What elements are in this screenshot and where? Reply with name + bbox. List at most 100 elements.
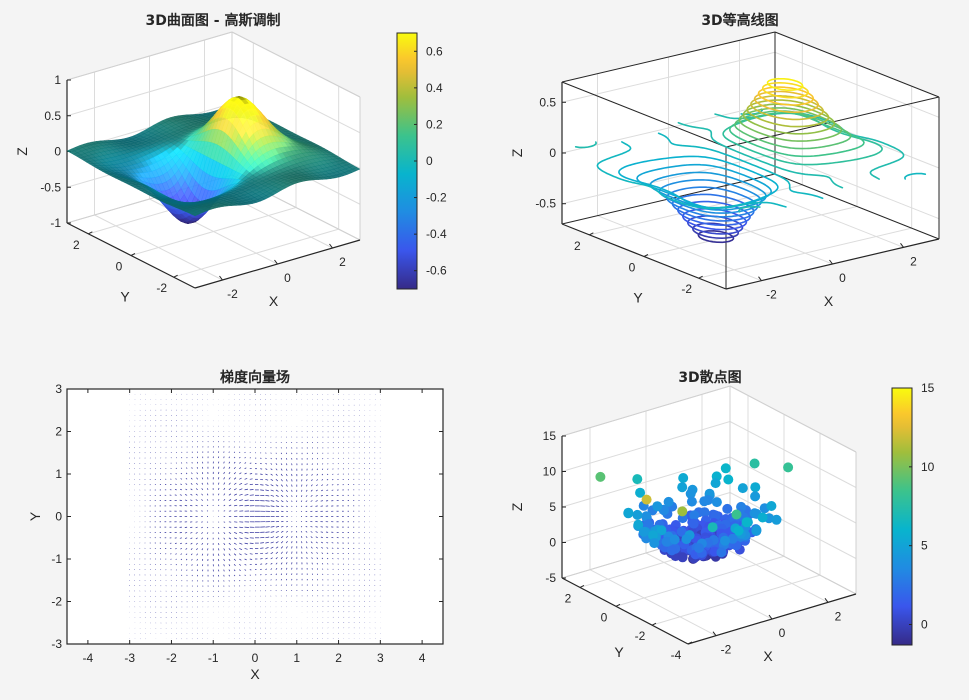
scatter-point [750, 482, 761, 493]
quiver-arrow [291, 505, 293, 507]
quiver-arrow [223, 548, 226, 551]
x-tick-label: 0 [284, 271, 291, 285]
quiver-arrow [315, 489, 318, 492]
quiver-arrow [201, 472, 204, 475]
x-tick-mark [712, 631, 717, 636]
quiver-arrow [218, 466, 220, 469]
quiver-arrow [331, 484, 334, 486]
x-tick-label: 2 [910, 254, 917, 268]
z-tick-label: 0 [54, 145, 61, 159]
quiver-arrow [285, 479, 288, 482]
scatter-point [720, 535, 730, 546]
quiver-arrow [315, 500, 318, 502]
quiver-arrow [218, 521, 220, 523]
scatter-point [652, 501, 663, 512]
colorbar-tick-label: -0.6 [426, 264, 447, 278]
quiver-arrow [239, 446, 241, 448]
quiver-arrow [185, 477, 188, 480]
chart-title: 3D曲面图 - 高斯调制 [146, 12, 281, 29]
y-axis-label: Y [633, 290, 643, 306]
quiver-arrow [175, 564, 177, 566]
y-tick-mark [589, 232, 594, 236]
grid-line [729, 421, 857, 488]
quiver-arrow [190, 504, 193, 507]
quiver-arrow [244, 488, 249, 491]
quiver-arrow [228, 456, 230, 459]
quiver-arrow [185, 542, 188, 545]
quiver-arrow [195, 542, 198, 545]
quiver-arrow [233, 558, 236, 561]
quiver-arrow [326, 494, 329, 497]
quiver-arrow [280, 463, 283, 466]
colorbar-tick-label: -0.4 [426, 227, 447, 241]
quiver-arrow [233, 553, 237, 556]
quiver-arrow [291, 530, 293, 533]
quiver-arrow [233, 548, 237, 551]
quiver-arrow [320, 536, 324, 539]
x-tick-mark [768, 614, 773, 620]
quiver-arrow [244, 483, 248, 485]
colorbar[interactable] [891, 387, 913, 646]
quiver-arrow [331, 552, 334, 555]
quiver-arrow [233, 564, 236, 567]
quiver-arrow [311, 557, 313, 560]
quiver-arrow [244, 574, 246, 576]
contour3-plot[interactable]: -2 0 2 -2 0 2 -0.5 0 0.5 X Y Z 3D等高线图 [509, 12, 940, 309]
quiver-arrow [218, 526, 220, 529]
contour-line [729, 112, 865, 158]
quiver-arrow [233, 537, 237, 540]
scatter-point [749, 458, 760, 469]
quiver-arrow [280, 484, 284, 487]
quiver-arrow [265, 552, 269, 555]
quiver-arrow [316, 479, 318, 481]
quiver-arrow [228, 526, 232, 529]
quiver-arrow [337, 574, 339, 576]
grid-line [698, 227, 912, 279]
quiver-arrow [175, 558, 177, 560]
y-tick-mark [687, 641, 693, 645]
quiver-arrow [239, 574, 241, 577]
quiver-arrow [260, 489, 264, 491]
quiver-arrow [190, 483, 193, 485]
quiver-arrow [301, 541, 303, 544]
quiver-arrow [321, 479, 324, 481]
quiver-arrow [228, 532, 232, 534]
x-tick-label: 4 [419, 651, 426, 665]
quiver-arrow [301, 546, 303, 549]
z-tick-label: 5 [549, 500, 556, 514]
quiver-arrow [305, 531, 308, 533]
quiver-arrow [327, 563, 329, 565]
quiver-arrow [321, 552, 324, 554]
grid-line [645, 552, 773, 620]
quiver-arrow [179, 488, 183, 491]
scatter-point [623, 507, 634, 518]
scatter-point [678, 473, 689, 483]
surface-plot[interactable]: -2 0 2 -2 0 2 -1 -0.5 0 0.5 1 X Y Z -0.6 -0.4 -0.2 0 0.2 0.… [14, 12, 447, 309]
quiver-arrow [291, 546, 293, 549]
quiver-arrow [321, 468, 324, 470]
x-tick-label: 1 [293, 651, 300, 665]
quiver-arrow [270, 557, 273, 560]
scatter3-plot[interactable]: -2 0 2 -4 -2 0 2 -5 0 5 10 15 X Y Z 0 5 10 15 3D散点图 [509, 369, 935, 664]
quiver-arrow [181, 462, 183, 464]
quiver-arrow [196, 472, 198, 475]
quiver-arrow [286, 495, 288, 498]
quiver-arrow [316, 562, 319, 565]
quiver-arrow [270, 452, 272, 454]
quiver-arrow [234, 504, 238, 507]
y-tick-label: -3 [51, 637, 62, 651]
quiver-arrow [175, 478, 177, 480]
x-tick-label: 3 [377, 651, 384, 665]
x-tick-mark [900, 243, 904, 248]
y-tick-label: -2 [51, 595, 62, 609]
quiver-arrow [280, 556, 283, 560]
scatter-point [681, 534, 692, 545]
quiver-arrow [196, 477, 198, 480]
quiver-arrow [310, 526, 313, 528]
quiver-arrow [301, 489, 303, 492]
quiver-plot[interactable]: -4 -3 -2 -1 0 1 2 3 4 -3 -2 -1 0 1 2 3 X Y 梯度向量场 [27, 369, 444, 682]
quiver-arrow [239, 548, 243, 551]
quiver-arrow [291, 500, 293, 503]
quiver-arrow [244, 499, 249, 501]
